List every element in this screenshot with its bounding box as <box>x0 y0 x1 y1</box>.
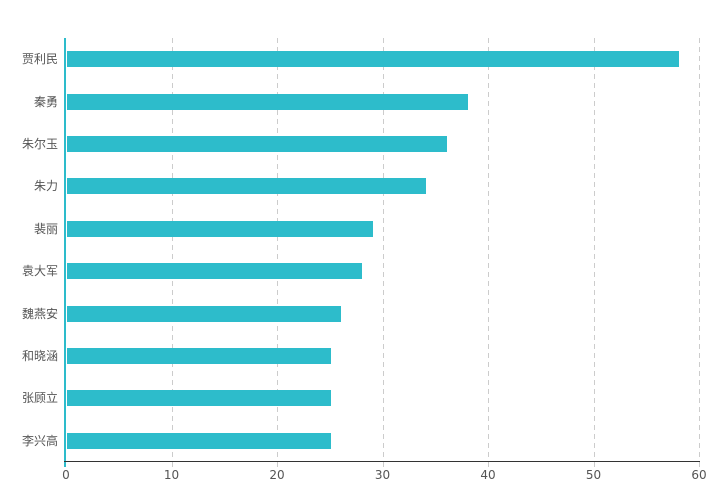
bar <box>67 305 342 322</box>
bar <box>67 348 331 364</box>
bar <box>67 178 426 195</box>
x-axis-line <box>64 461 700 462</box>
x-axis-tick-label: 20 <box>269 468 285 482</box>
y-axis-label: 张顾立 <box>21 391 58 406</box>
x-axis-tick-mark <box>488 462 489 467</box>
x-axis-tick-mark <box>699 462 700 467</box>
bar <box>67 220 373 237</box>
y-axis-label: 贾利民 <box>21 52 58 67</box>
x-axis-tick-label: 60 <box>691 468 707 482</box>
x-axis-tick-label: 0 <box>62 468 70 482</box>
bar <box>67 432 331 449</box>
bar <box>67 51 679 68</box>
x-axis-tick-label: 30 <box>374 468 391 482</box>
bar <box>67 390 331 407</box>
x-axis-tick-label: 40 <box>480 468 496 482</box>
gridline <box>277 38 278 462</box>
x-axis-tick-mark <box>171 462 173 467</box>
y-axis-label: 裴丽 <box>33 221 58 236</box>
y-axis-label: 魏燕安 <box>21 306 58 321</box>
y-axis-label: 袁大军 <box>21 264 58 279</box>
x-axis-tick-mark <box>382 462 384 467</box>
gridline <box>593 38 595 462</box>
x-axis-tick-mark <box>277 462 278 467</box>
gridline <box>382 38 384 462</box>
y-axis-label: 李兴高 <box>21 433 58 448</box>
gridline <box>488 38 489 462</box>
bar <box>67 93 468 110</box>
y-axis-label: 和晓涵 <box>21 349 58 363</box>
x-axis-tick-label: 10 <box>163 468 180 482</box>
gridline <box>171 38 173 462</box>
y-axis-label: 秦勇 <box>33 94 58 109</box>
bar <box>67 136 447 152</box>
bar <box>67 263 363 280</box>
x-axis-tick-mark <box>593 462 595 467</box>
gridline <box>699 38 700 462</box>
y-axis-label: 朱尔玉 <box>21 137 58 151</box>
y-axis-label: 朱力 <box>33 179 58 194</box>
x-axis-tick-label: 50 <box>585 468 602 482</box>
y-axis-line <box>64 38 66 467</box>
